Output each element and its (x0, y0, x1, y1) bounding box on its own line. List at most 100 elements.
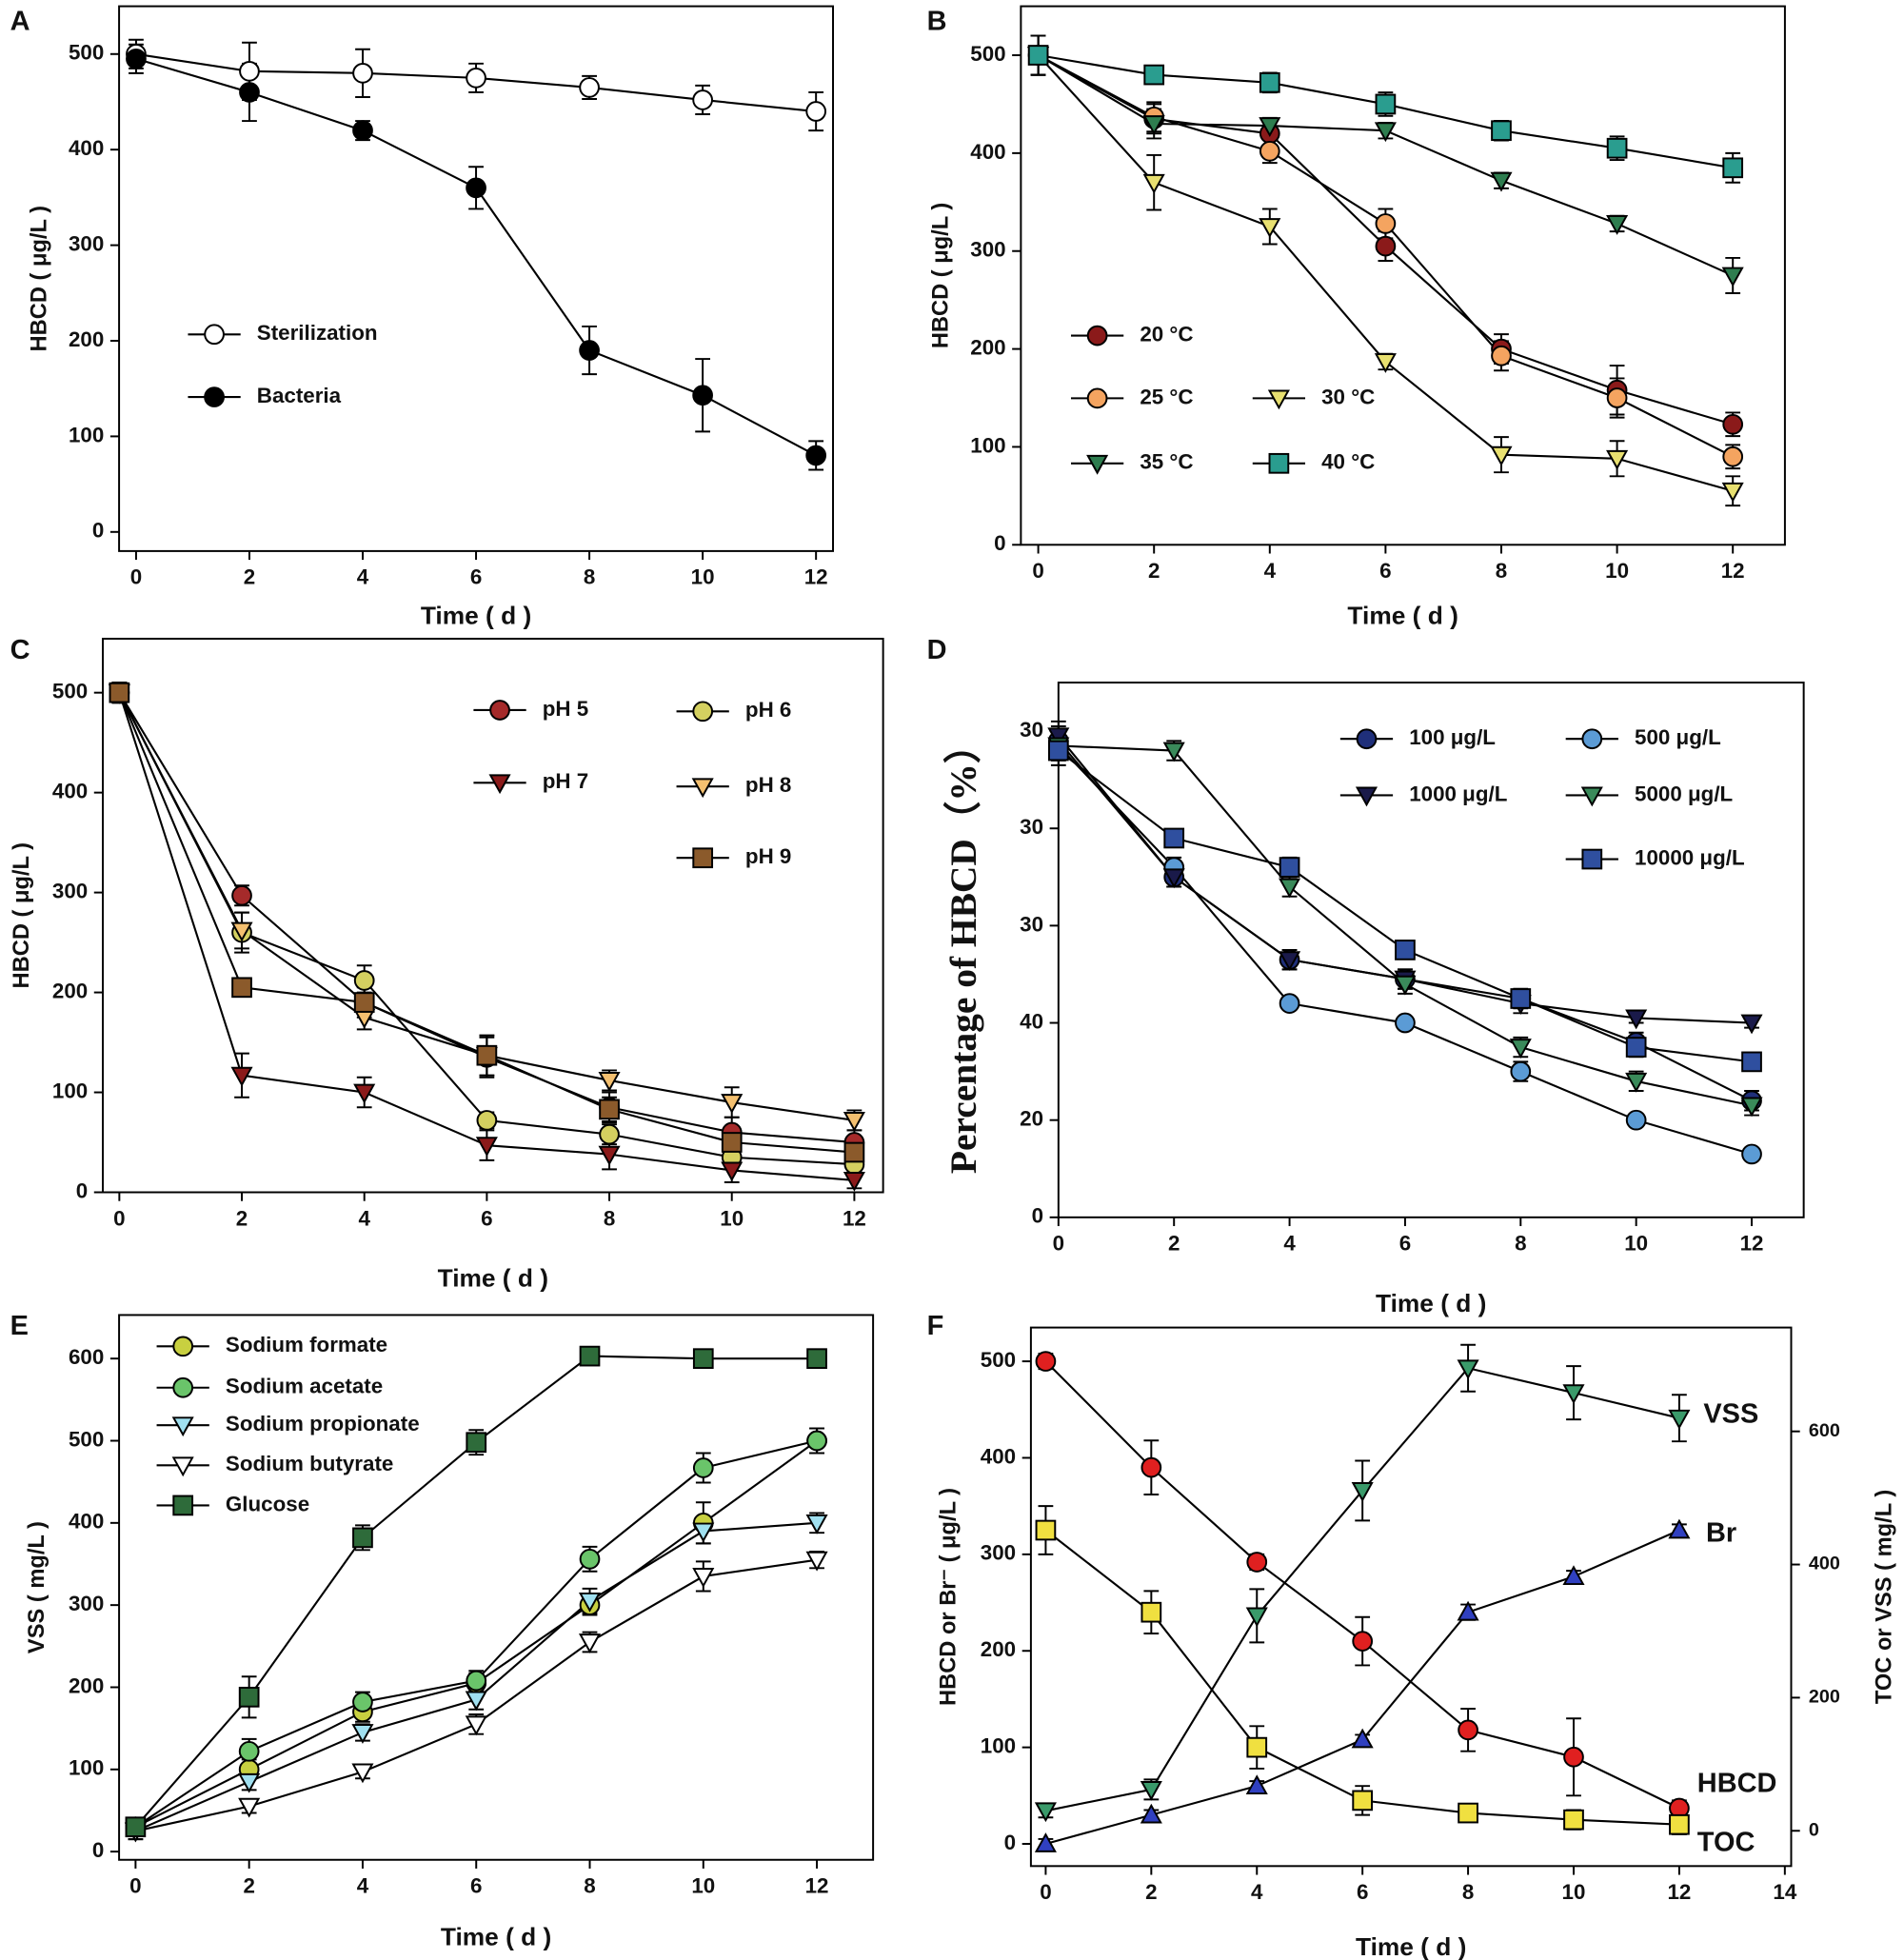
marker (1510, 1060, 1532, 1082)
marker (352, 120, 373, 141)
plot-frame (118, 1314, 875, 1861)
marker (1047, 740, 1069, 762)
marker (1246, 1552, 1268, 1573)
marker (1490, 171, 1513, 192)
y-tick-label: 100 (69, 423, 104, 446)
legend-marker (172, 1495, 194, 1516)
marker (1374, 122, 1397, 143)
marker (230, 1066, 253, 1087)
legend-label: 5000 μg/L (1635, 782, 1733, 805)
y-tick-label: 500 (970, 42, 1005, 66)
legend-label: 1000 μg/L (1409, 782, 1507, 805)
marker (721, 1132, 743, 1153)
panel-label: B (927, 6, 947, 36)
marker (805, 1551, 828, 1572)
marker (1562, 1565, 1585, 1586)
marker (1162, 742, 1185, 762)
marker (1352, 1790, 1374, 1812)
marker (805, 445, 827, 466)
y-tick-label: 300 (981, 1541, 1016, 1565)
y2-tick-label: 600 (1809, 1420, 1840, 1441)
y2-tick-label: 200 (1809, 1687, 1840, 1708)
legend-marker (1581, 848, 1603, 870)
x-tick-label: 2 (236, 1206, 248, 1230)
marker (1491, 120, 1512, 142)
series-line (118, 692, 855, 1166)
legend-label: 30 °C (1321, 385, 1375, 408)
marker (1509, 1039, 1532, 1059)
x-tick-label: 10 (720, 1206, 744, 1230)
marker (692, 385, 713, 406)
marker (1606, 215, 1629, 235)
legend-marker (1581, 728, 1603, 750)
marker (1721, 482, 1744, 503)
y-axis-label: HBCD or Br⁻ ( μg/L ) (937, 1488, 962, 1706)
y-tick-label: 0 (1004, 1831, 1016, 1854)
x-tick-label: 2 (243, 1874, 254, 1898)
marker (351, 1724, 374, 1744)
y-tick-label: 500 (981, 1348, 1016, 1372)
y-tick-label: 300 (970, 238, 1005, 262)
legend-marker (1267, 389, 1290, 410)
y-tick-label: 300 (69, 1592, 104, 1615)
marker (1510, 988, 1532, 1009)
x-axis-label: Time ( d ) (1356, 1932, 1466, 1960)
marker (239, 82, 260, 103)
marker (721, 1094, 744, 1114)
marker (578, 1592, 602, 1613)
marker (239, 60, 260, 82)
y-axis-label: Percentage of HBCD（%） (942, 726, 984, 1174)
y-tick-label: 100 (970, 433, 1005, 457)
marker (1245, 1607, 1268, 1628)
y-axis-label: HBCD ( μg/L ) (10, 842, 34, 988)
x-tick-label: 12 (843, 1206, 866, 1230)
x-tick-label: 2 (1148, 559, 1160, 583)
legend-label: pH 9 (745, 844, 791, 868)
marker (1034, 1802, 1057, 1823)
marker (238, 1686, 260, 1708)
panel-label: D (927, 635, 947, 665)
marker (1668, 1409, 1691, 1430)
x-tick-label: 10 (691, 565, 715, 589)
marker (692, 1522, 715, 1543)
series-line (1044, 1529, 1679, 1826)
marker (1374, 353, 1397, 373)
y-tick-label: 20 (1020, 1107, 1043, 1131)
x-tick-label: 4 (1251, 1880, 1263, 1904)
marker (126, 48, 147, 69)
legend-marker (1355, 786, 1378, 807)
legend-label: pH 6 (745, 698, 791, 722)
y-tick-label: 0 (1032, 1204, 1043, 1228)
marker (1351, 1728, 1374, 1749)
marker (692, 1348, 714, 1370)
y-tick-label: 30 (1020, 815, 1043, 839)
x-tick-label: 8 (1515, 1232, 1526, 1256)
marker (579, 1548, 601, 1570)
marker (1458, 1802, 1478, 1824)
marker (1142, 115, 1165, 135)
marker (1625, 1009, 1648, 1030)
marker (843, 1141, 865, 1163)
x-tick-label: 12 (805, 1874, 829, 1898)
x-tick-label: 4 (357, 565, 369, 589)
x-tick-label: 0 (130, 565, 142, 589)
legend-label: 100 μg/L (1409, 725, 1496, 749)
x-tick-label: 6 (470, 565, 482, 589)
y-tick-label: 400 (52, 780, 88, 803)
y-tick-label: 200 (69, 327, 104, 351)
marker (1457, 1359, 1479, 1380)
legend-label: Sodium propionate (226, 1412, 420, 1435)
x-tick-label: 8 (584, 565, 595, 589)
marker (1034, 1832, 1057, 1852)
x-tick-label: 14 (1773, 1880, 1796, 1904)
series-line (118, 692, 855, 1154)
marker (1047, 727, 1070, 748)
y-tick-label: 300 (52, 880, 88, 903)
legend-label: 25 °C (1140, 385, 1193, 408)
y-tick-label: 500 (69, 1427, 104, 1451)
y-tick-label: 0 (92, 519, 104, 543)
marker (599, 1123, 620, 1145)
x-tick-label: 10 (1605, 559, 1629, 583)
marker (1352, 1631, 1374, 1652)
series-line (118, 692, 855, 1181)
